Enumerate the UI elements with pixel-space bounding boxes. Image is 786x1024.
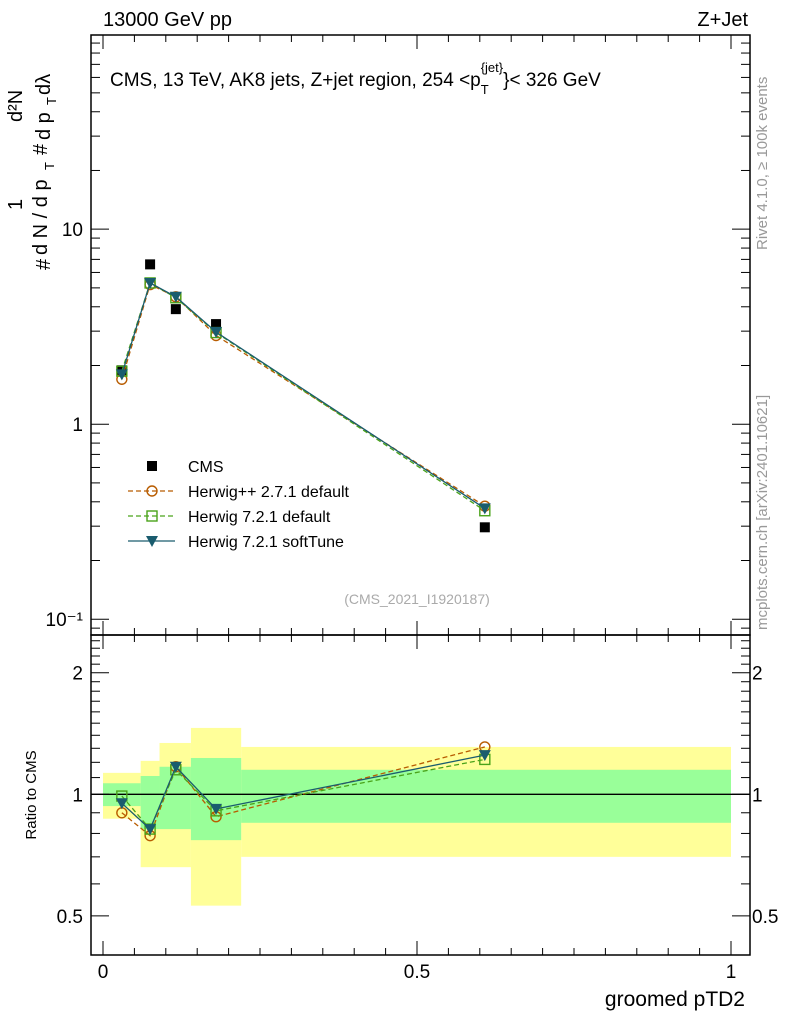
- y-tick-label: 10: [62, 220, 83, 241]
- x-axis-label: groomed pTD2: [605, 988, 745, 1011]
- ratio-data-point: [210, 803, 223, 815]
- main-data-point: [478, 503, 491, 515]
- analysis-annotation: (CMS_2021_I1920187): [344, 591, 490, 607]
- main-series-line: [121, 281, 486, 512]
- main-data-point: [145, 259, 156, 270]
- legend-label: Herwig 7.2.1 softTune: [188, 534, 344, 551]
- ratio-data-point: [115, 798, 128, 810]
- ratio-y-tick-label: 0.5: [57, 907, 83, 928]
- mcplots-label: mcplots.cern.ch [arXiv:2401.10621]: [754, 395, 771, 630]
- main-data-point: [144, 277, 157, 289]
- y-tick-label: 1: [72, 415, 83, 436]
- uncertainty-band-green: [241, 769, 731, 823]
- x-tick-label: 0.5: [404, 962, 430, 983]
- x-tick-label: 1: [726, 962, 737, 983]
- svg-text:T: T: [44, 97, 59, 105]
- main-data-point: [115, 369, 128, 381]
- header-right: Z+Jet: [697, 9, 748, 31]
- legend-label: Herwig++ 2.7.1 default: [188, 484, 350, 501]
- ratio-y-label: Ratio to CMS: [23, 750, 40, 839]
- svg-text:d²N: d²N: [5, 90, 27, 122]
- legend: CMS Herwig++ 2.7.1 default Herwig 7.2.1 de…: [128, 459, 350, 551]
- ratio-y-tick-label: 0.5: [752, 907, 778, 928]
- main-data-point: [170, 304, 181, 315]
- ratio-data-point: [169, 761, 182, 773]
- svg-text:#: #: [30, 143, 52, 155]
- ratio-data-point: [478, 750, 491, 762]
- rivet-label: Rivet 4.1.0, ≥ 100k events: [754, 77, 771, 250]
- y-axis-label: # d N / d p T 1 # d p T dλ d²N: [5, 74, 59, 270]
- y-tick-label: 10⁻¹: [46, 610, 84, 631]
- legend-marker: [146, 536, 158, 547]
- svg-text:dλ: dλ: [33, 74, 55, 95]
- svg-text:1: 1: [5, 199, 27, 210]
- main-data-point: [210, 326, 223, 338]
- legend-marker: [146, 485, 158, 497]
- uncertainty-band-green: [140, 775, 160, 830]
- ratio-frame: [90, 634, 751, 956]
- ratio-y-tick-label: 2: [72, 664, 83, 685]
- legend-label: CMS: [188, 459, 224, 476]
- svg-text:#: #: [33, 258, 55, 270]
- x-tick-label: 0: [98, 962, 109, 983]
- ratio-y-tick-label: 1: [752, 785, 763, 806]
- main-data-point: [169, 291, 182, 303]
- svg-text:T: T: [42, 162, 57, 170]
- legend-marker: [146, 510, 158, 522]
- ratio-y-tick-label: 1: [72, 785, 83, 806]
- header-left: 13000 GeV pp: [103, 9, 232, 31]
- plot-title: CMS, 13 TeV, AK8 jets, Z+jet region, 254…: [110, 60, 601, 97]
- svg-text:d N / d p: d N / d p: [30, 179, 52, 255]
- ratio-data-point: [144, 824, 157, 836]
- uncertainty-band-green: [190, 757, 242, 841]
- main-data-point: [211, 319, 222, 330]
- legend-label: Herwig 7.2.1 default: [188, 509, 331, 526]
- svg-text:d p: d p: [33, 112, 55, 140]
- ratio-y-tick-label: 2: [752, 664, 763, 685]
- main-data-point: [479, 522, 490, 533]
- legend-marker: [147, 461, 157, 471]
